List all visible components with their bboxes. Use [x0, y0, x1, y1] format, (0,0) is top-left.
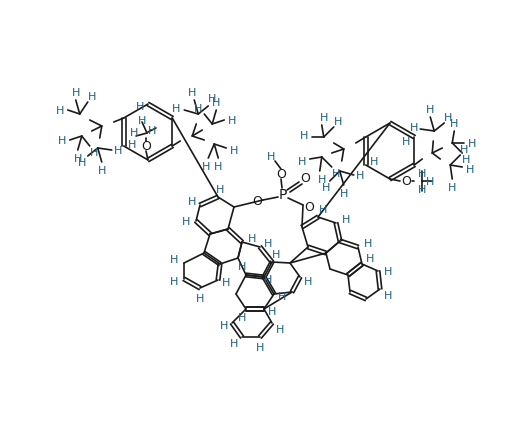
- Text: H: H: [267, 151, 275, 161]
- Text: H: H: [418, 184, 426, 194]
- Text: H: H: [78, 158, 86, 168]
- Text: H: H: [148, 126, 156, 136]
- Text: H: H: [402, 137, 410, 147]
- Text: O: O: [252, 195, 262, 208]
- Text: H: H: [264, 238, 272, 248]
- Text: O: O: [300, 172, 310, 185]
- Text: H: H: [196, 293, 204, 303]
- Text: H: H: [127, 140, 136, 150]
- Text: O: O: [141, 140, 151, 153]
- Text: H: H: [138, 116, 146, 126]
- Text: H: H: [384, 290, 392, 300]
- Text: H: H: [212, 98, 220, 108]
- Text: H: H: [448, 183, 456, 193]
- Text: H: H: [202, 161, 210, 171]
- Text: H: H: [370, 157, 378, 167]
- Text: H: H: [272, 250, 280, 260]
- Text: H: H: [298, 157, 306, 167]
- Text: H: H: [238, 312, 246, 322]
- Text: H: H: [462, 155, 470, 164]
- Text: H: H: [450, 119, 458, 129]
- Text: H: H: [188, 88, 196, 98]
- Text: H: H: [172, 104, 181, 114]
- Text: H: H: [300, 131, 308, 141]
- Text: H: H: [384, 266, 392, 276]
- Text: H: H: [319, 204, 327, 214]
- Text: H: H: [136, 102, 144, 112]
- Text: H: H: [334, 117, 342, 127]
- Text: H: H: [256, 342, 264, 352]
- Text: H: H: [410, 123, 419, 133]
- Text: H: H: [220, 320, 228, 330]
- Text: O: O: [276, 168, 286, 181]
- Text: H: H: [468, 139, 477, 149]
- Text: H: H: [222, 277, 230, 287]
- Text: H: H: [216, 184, 224, 194]
- Text: O: O: [304, 201, 314, 214]
- Text: H: H: [170, 254, 178, 264]
- Text: H: H: [98, 166, 106, 176]
- Text: H: H: [466, 164, 474, 174]
- Text: H: H: [342, 214, 350, 224]
- Text: H: H: [57, 136, 66, 146]
- Text: H: H: [238, 261, 246, 271]
- Text: H: H: [317, 174, 326, 184]
- Text: H: H: [268, 306, 276, 316]
- Text: H: H: [55, 106, 64, 116]
- Text: H: H: [418, 169, 426, 178]
- Text: H: H: [230, 146, 239, 156]
- Text: H: H: [74, 154, 82, 164]
- Text: H: H: [331, 169, 340, 178]
- Text: H: H: [170, 276, 178, 286]
- Text: H: H: [130, 128, 138, 138]
- Text: H: H: [426, 105, 434, 115]
- Text: H: H: [276, 324, 284, 334]
- Text: H: H: [322, 183, 330, 193]
- Text: P: P: [279, 187, 287, 201]
- Text: H: H: [364, 238, 372, 248]
- Text: H: H: [188, 197, 196, 207]
- Text: H: H: [182, 217, 190, 227]
- Text: H: H: [444, 113, 453, 123]
- Text: H: H: [72, 88, 80, 98]
- Text: H: H: [88, 92, 96, 102]
- Text: H: H: [214, 161, 222, 171]
- Text: O: O: [401, 175, 411, 188]
- Text: H: H: [304, 276, 312, 286]
- Text: H: H: [230, 338, 238, 348]
- Text: H: H: [194, 104, 203, 114]
- Text: H: H: [114, 146, 122, 156]
- Text: H: H: [319, 113, 328, 123]
- Text: H: H: [355, 171, 364, 181]
- Text: H: H: [208, 94, 217, 104]
- Text: H: H: [426, 177, 434, 187]
- Text: H: H: [248, 233, 256, 243]
- Text: H: H: [340, 188, 348, 198]
- Text: H: H: [460, 145, 468, 155]
- Text: H: H: [228, 116, 236, 126]
- Text: H: H: [264, 274, 272, 284]
- Text: H: H: [90, 148, 98, 158]
- Text: H: H: [278, 291, 286, 301]
- Text: H: H: [366, 253, 374, 263]
